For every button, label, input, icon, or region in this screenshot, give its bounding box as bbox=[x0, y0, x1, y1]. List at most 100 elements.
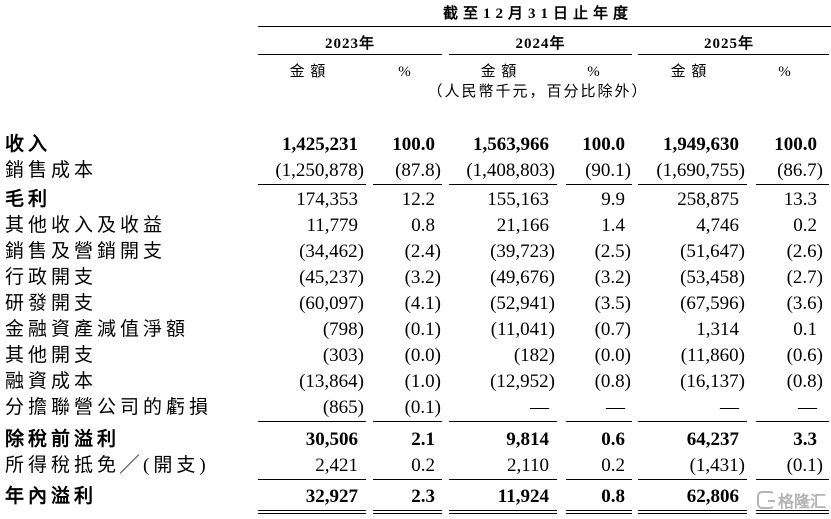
amount-2023: 30,506 bbox=[305, 429, 358, 450]
percent-2025: (0.8) bbox=[786, 371, 823, 392]
percent-2023: 0.2 bbox=[373, 453, 442, 480]
row-label: 收入 bbox=[5, 134, 52, 155]
amount-2023: 2,421 bbox=[258, 453, 366, 480]
table-row-income-tax-credit-expense: 所得稅抵免╱(開支) 2,421 0.2 2,110 0.2 (1,431) (… bbox=[0, 453, 831, 480]
percent-2024: (3.5) bbox=[594, 293, 631, 314]
percent-2025: 3.3 bbox=[793, 429, 817, 450]
watermark: 格隆汇 bbox=[757, 488, 829, 512]
amount-2023: (865) bbox=[258, 395, 366, 422]
amount-2024: (11,041) bbox=[490, 319, 555, 340]
table-row-other-income-and-gains: 其他收入及收益 11,779 0.8 21,166 1.4 4,746 0.2 bbox=[0, 213, 831, 239]
year-2023-rule bbox=[258, 54, 442, 55]
period-header-rule bbox=[258, 26, 831, 27]
watermark-text: 格隆汇 bbox=[778, 494, 827, 511]
percent-2023: 100.0 bbox=[392, 134, 435, 155]
percent-2025: (0.6) bbox=[786, 345, 823, 366]
percent-2023: 2.3 bbox=[373, 484, 442, 514]
amount-2025: (53,458) bbox=[680, 267, 745, 288]
percent-2023: (3.2) bbox=[404, 267, 441, 288]
table-row-selling-and-marketing-expenses: 銷售及營銷開支 (34,462) (2.4) (39,723) (2.5) (5… bbox=[0, 239, 831, 265]
amount-2024: (39,723) bbox=[490, 241, 555, 262]
table-row-other-expenses: 其他開支 (303) (0.0) (182) (0.0) (11,860) (0… bbox=[0, 343, 831, 369]
row-label: 毛利 bbox=[5, 189, 52, 210]
amount-2023-header: 金 額 bbox=[289, 64, 327, 80]
period-header: 截至12月31日止年度 bbox=[442, 6, 633, 22]
amount-2025: 62,806 bbox=[638, 484, 747, 514]
amount-2025: (51,647) bbox=[680, 241, 745, 262]
amount-2025: (1,431) bbox=[638, 453, 747, 480]
percent-2024: (90.1) bbox=[566, 158, 632, 185]
amount-2025-header: 金 額 bbox=[670, 64, 708, 80]
year-2024-header: 2024年 bbox=[515, 36, 566, 52]
percent-2023: (4.1) bbox=[404, 293, 441, 314]
percent-2025: (2.7) bbox=[786, 267, 823, 288]
amount-2025: (16,137) bbox=[680, 371, 745, 392]
row-label: 分擔聯營公司的虧損 bbox=[5, 397, 213, 418]
year-2025-rule bbox=[638, 54, 829, 55]
amount-2023: (303) bbox=[322, 345, 364, 366]
row-label: 年內溢利 bbox=[5, 486, 98, 507]
row-label: 金融資產減值淨額 bbox=[5, 319, 190, 340]
percent-2024: (2.5) bbox=[594, 241, 631, 262]
amount-2023: 174,353 bbox=[296, 189, 358, 210]
amount-2024: 2,110 bbox=[449, 453, 557, 480]
percent-2024: 0.2 bbox=[566, 453, 632, 480]
percent-2024-header: % bbox=[587, 64, 601, 80]
percent-2023: 0.8 bbox=[411, 215, 435, 236]
row-label: 研發開支 bbox=[5, 293, 98, 314]
amount-2023: (34,462) bbox=[299, 241, 364, 262]
amount-2023: (1,250,878) bbox=[258, 158, 366, 185]
table-row-profit-for-the-year: 年內溢利 32,927 2.3 11,924 0.8 62,806 bbox=[0, 484, 831, 514]
amount-2025: 1,314 bbox=[696, 319, 739, 340]
percent-2024: 1.4 bbox=[601, 215, 625, 236]
percent-2025: (0.1) bbox=[756, 453, 829, 480]
amount-2024: (182) bbox=[513, 345, 555, 366]
year-2024-rule bbox=[449, 54, 632, 55]
amount-2024: — bbox=[449, 395, 557, 422]
percent-2025: (2.6) bbox=[786, 241, 823, 262]
amount-2024-header: 金 額 bbox=[480, 64, 518, 80]
amount-2024: (49,676) bbox=[490, 267, 555, 288]
amount-2023: 1,425,231 bbox=[282, 134, 358, 155]
table-row-cost-of-sales: 銷售成本 (1,250,878) (87.8) (1,408,803) (90.… bbox=[0, 158, 831, 185]
amount-2024: (12,952) bbox=[490, 371, 555, 392]
table-row-research-and-development-expenses: 研發開支 (60,097) (4.1) (52,941) (3.5) (67,5… bbox=[0, 291, 831, 317]
percent-2025: 100.0 bbox=[774, 134, 817, 155]
percent-2024: (3.2) bbox=[594, 267, 631, 288]
table-row-finance-costs: 融資成本 (13,864) (1.0) (12,952) (0.8) (16,1… bbox=[0, 369, 831, 395]
percent-2023-header: % bbox=[398, 64, 412, 80]
percent-2024: 100.0 bbox=[582, 134, 625, 155]
amount-2024: 21,166 bbox=[496, 215, 549, 236]
table-row-gross-profit: 毛利 174,353 12.2 155,163 9.9 258,875 13.3 bbox=[0, 187, 831, 213]
percent-2025: (86.7) bbox=[756, 158, 829, 185]
percent-2025: — bbox=[756, 395, 829, 422]
row-label: 融資成本 bbox=[5, 371, 98, 392]
percent-2025: (3.6) bbox=[786, 293, 823, 314]
amount-2023: 11,779 bbox=[306, 215, 358, 236]
amount-2023: (798) bbox=[322, 319, 364, 340]
amount-2023: (60,097) bbox=[299, 293, 364, 314]
percent-2023: (87.8) bbox=[373, 158, 442, 185]
percent-2024: 0.6 bbox=[601, 429, 625, 450]
table-row-profit-before-tax: 除稅前溢利 30,506 2.1 9,814 0.6 64,237 3.3 bbox=[0, 427, 831, 453]
row-label: 除稅前溢利 bbox=[5, 429, 121, 450]
amount-2024: 11,924 bbox=[449, 484, 557, 514]
percent-2023: 12.2 bbox=[401, 189, 435, 210]
year-2023-header: 2023年 bbox=[324, 36, 375, 52]
percent-2024: (0.7) bbox=[594, 319, 631, 340]
row-label: 其他開支 bbox=[5, 345, 98, 366]
percent-2025: 0.1 bbox=[793, 319, 817, 340]
percent-2024: 9.9 bbox=[601, 189, 625, 210]
row-label: 銷售及營銷開支 bbox=[5, 241, 167, 262]
amount-2023: (13,864) bbox=[299, 371, 364, 392]
percent-2023: (0.1) bbox=[404, 319, 441, 340]
percent-2025 bbox=[756, 484, 829, 514]
unit-note: （人民幣千元，百分比除外） bbox=[427, 84, 649, 100]
amount-2024: 9,814 bbox=[506, 429, 549, 450]
amount-2024: 1,563,966 bbox=[473, 134, 549, 155]
percent-2023: (1.0) bbox=[404, 371, 441, 392]
percent-2025: 13.3 bbox=[783, 189, 817, 210]
percent-2025-header: % bbox=[778, 64, 792, 80]
amount-2025: 4,746 bbox=[696, 215, 739, 236]
percent-2023: (0.1) bbox=[373, 395, 442, 422]
